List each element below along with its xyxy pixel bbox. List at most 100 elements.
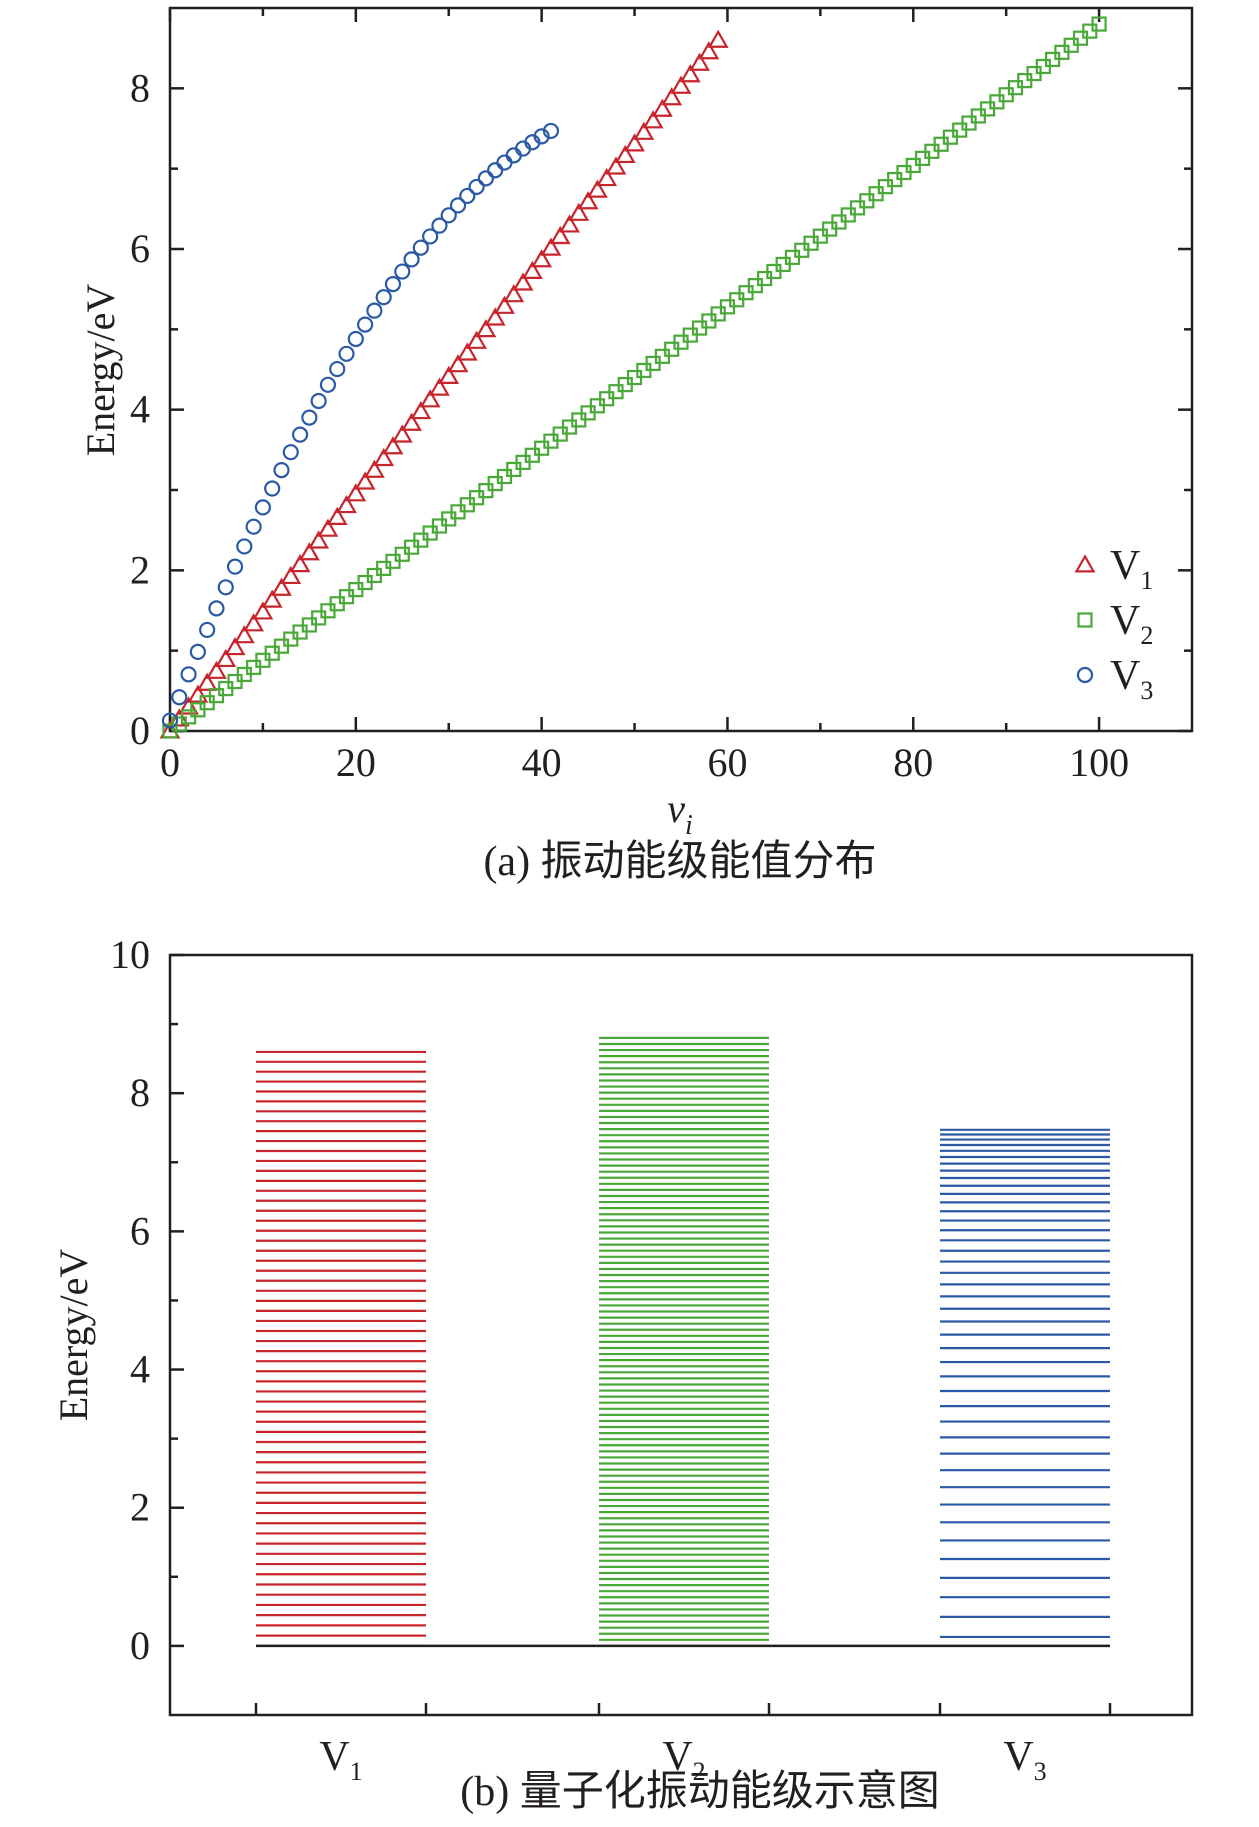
panel-b-y-tick-label: 2: [130, 1485, 150, 1530]
panel-a-x-tick-label: 60: [707, 740, 747, 785]
panel-b-y-axis-label: Energy/eV: [51, 1249, 96, 1422]
data-point-circle: [459, 187, 476, 205]
data-point-triangle: [298, 542, 320, 561]
series-V1: [159, 29, 729, 739]
data-point-triangle: [317, 518, 339, 537]
panel-b-energy-levels: 0 2 4 6 8 10 V1 V2 V3 Energy/eV (b) 量子化振动能级示意图: [51, 932, 1194, 1815]
panel-b-levels: [256, 1036, 1110, 1648]
data-point-triangle: [624, 133, 645, 152]
data-point-circle: [338, 345, 355, 362]
data-point-triangle: [466, 330, 487, 349]
data-point-circle: [310, 392, 327, 410]
data-point-triangle: [652, 98, 673, 117]
data-point-circle: [357, 316, 374, 333]
data-point-triangle: [531, 249, 553, 268]
data-point-triangle: [252, 601, 274, 620]
series-V3: [161, 122, 560, 729]
data-point-circle: [254, 499, 272, 516]
data-point-circle: [273, 462, 290, 479]
data-point-triangle: [196, 672, 218, 691]
data-point-circle: [403, 251, 420, 268]
panel-a-y-tick-label: 2: [130, 547, 150, 592]
panel-a-plot-frame: [168, 6, 1194, 733]
data-point-circle: [496, 154, 513, 171]
data-point-triangle: [707, 29, 729, 48]
data-point-circle: [236, 538, 253, 555]
data-point-triangle: [521, 260, 543, 279]
data-point-triangle: [382, 436, 404, 455]
legend-marker-square: [1077, 612, 1093, 628]
legend-marker-triangle: [1074, 554, 1096, 573]
data-point-circle: [394, 263, 411, 280]
panel-b-y-tick-label: 4: [130, 1347, 150, 1392]
level-group-V2: [599, 1036, 769, 1641]
panel-b-plot-frame: [168, 953, 1194, 1717]
panel-a-caption: (a) 振动能级能值分布: [483, 839, 876, 885]
panel-b-ticks: [170, 953, 1112, 1715]
data-point-triangle: [447, 354, 469, 373]
data-point-triangle: [215, 648, 237, 668]
data-point-triangle: [549, 225, 571, 245]
panel-b-category-label: V1: [319, 1734, 362, 1786]
data-point-triangle: [670, 75, 692, 94]
data-point-triangle: [586, 179, 608, 198]
data-point-triangle: [391, 424, 413, 443]
series-V2: [162, 16, 1107, 739]
panel-b-y-tick-label: 8: [130, 1070, 150, 1115]
data-point-triangle: [289, 554, 311, 573]
data-point-circle: [217, 579, 234, 596]
data-point-circle: [226, 558, 244, 575]
data-point-circle: [161, 712, 179, 729]
data-point-triangle: [577, 191, 599, 210]
data-point-triangle: [336, 494, 357, 514]
data-point-circle: [291, 426, 309, 443]
panel-a-series: [159, 16, 1107, 739]
data-point-circle: [329, 360, 346, 378]
data-point-triangle: [243, 613, 265, 632]
panel-b-category-labels: V1 V2 V3: [319, 1734, 1046, 1786]
data-point-circle: [412, 239, 429, 256]
panel-a-tick-labels: 0 20 40 60 80 100 0 2 4 6 8: [130, 65, 1129, 785]
data-point-triangle: [233, 625, 255, 644]
panel-a-x-axis-label-main: v: [667, 786, 685, 831]
data-point-triangle: [614, 144, 636, 164]
panel-b-category-label: V3: [1003, 1734, 1046, 1786]
data-point-circle: [319, 376, 337, 393]
data-point-triangle: [540, 237, 562, 256]
data-point-circle: [301, 409, 318, 426]
data-point-circle: [477, 170, 494, 187]
data-point-triangle: [401, 412, 422, 431]
data-point-triangle: [364, 459, 385, 478]
data-point-triangle: [661, 87, 683, 106]
data-point-triangle: [568, 202, 590, 221]
data-point-triangle: [689, 52, 710, 71]
data-point-circle: [180, 666, 197, 683]
legend-label: V2: [1110, 598, 1153, 650]
panel-a-y-tick-label: 6: [130, 226, 150, 271]
data-point-circle: [199, 621, 216, 639]
panel-a-x-tick-label: 80: [893, 740, 933, 785]
data-point-circle: [431, 217, 448, 234]
data-point-triangle: [280, 565, 302, 585]
data-point-square: [1091, 16, 1107, 32]
panel-a-y-tick-label: 0: [130, 708, 150, 753]
data-point-circle: [264, 480, 281, 497]
data-point-triangle: [605, 156, 627, 175]
data-point-triangle: [187, 684, 209, 703]
data-point-triangle: [419, 389, 441, 408]
data-point-triangle: [206, 660, 227, 679]
data-point-circle: [366, 302, 383, 319]
data-point-triangle: [224, 636, 246, 656]
data-point-triangle: [345, 483, 367, 502]
data-point-circle: [245, 518, 262, 535]
data-point-circle: [171, 689, 188, 706]
level-group-V1: [256, 1050, 426, 1648]
data-point-triangle: [633, 121, 655, 140]
data-point-circle: [208, 600, 225, 617]
data-point-triangle: [642, 110, 664, 129]
data-point-triangle: [494, 295, 515, 314]
legend-marker-circle: [1076, 666, 1094, 684]
data-point-triangle: [679, 64, 701, 83]
